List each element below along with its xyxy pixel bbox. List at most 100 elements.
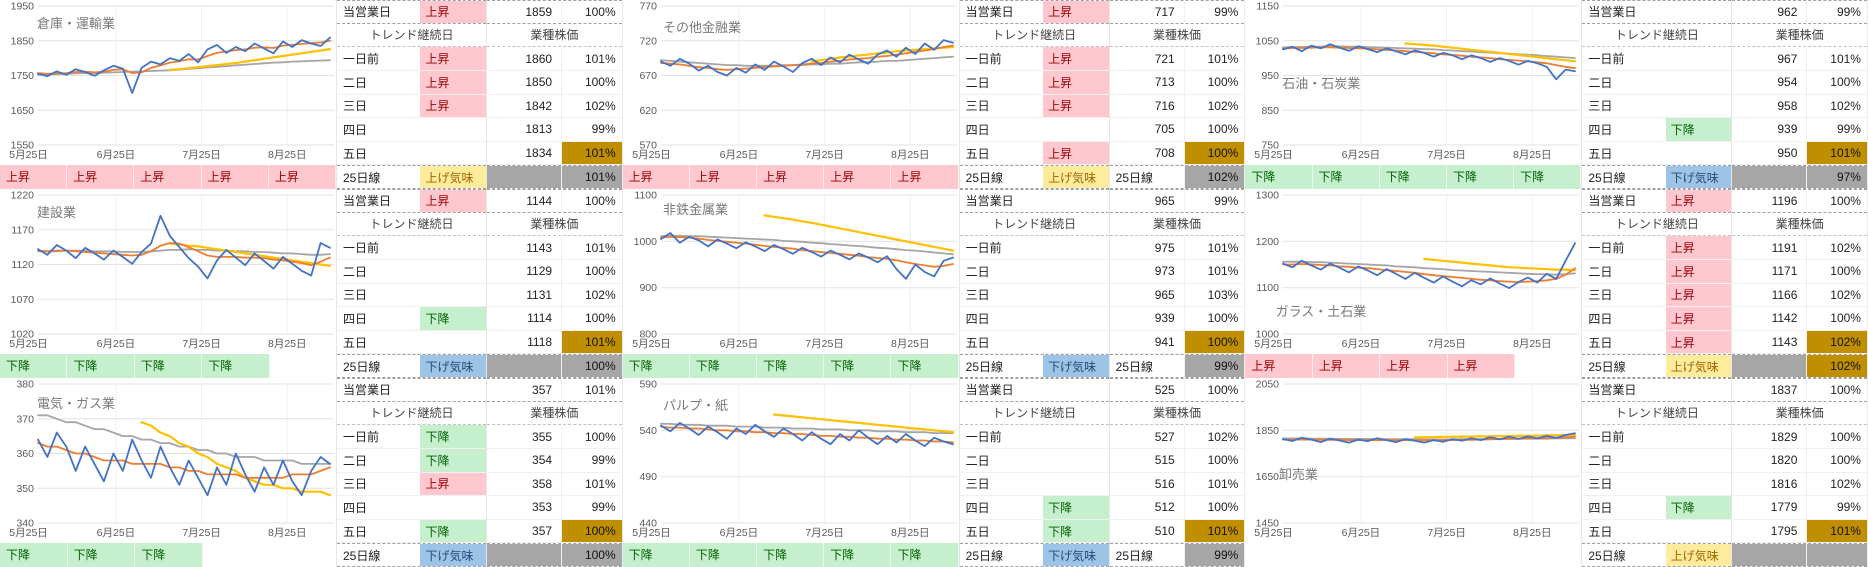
day-label[interactable]: 二日 <box>343 453 368 468</box>
price-cell[interactable]: 954 <box>1777 75 1798 90</box>
ratio-cell[interactable]: 102% <box>1183 94 1245 118</box>
day-label[interactable]: 一日前 <box>343 52 380 67</box>
ma25-price-left-cell[interactable]: 25日線 <box>1115 170 1154 185</box>
ratio-cell[interactable]: 100% <box>1183 70 1245 94</box>
trend-strip-cell[interactable] <box>1245 543 1312 567</box>
trend-strip-cell[interactable]: 上昇 <box>1312 354 1381 378</box>
day-label[interactable]: 一日前 <box>343 241 380 256</box>
day-label[interactable]: 五日 <box>343 524 368 539</box>
sector-price-header[interactable]: 業種株価 <box>487 24 622 48</box>
trend-strip-cell[interactable]: 下降 <box>67 354 135 378</box>
day-trend-cell[interactable] <box>1666 473 1732 496</box>
trend-strip-cell[interactable]: 上昇 <box>689 165 758 189</box>
day-label[interactable]: 五日 <box>343 146 368 161</box>
day-label[interactable]: 三日 <box>343 477 368 492</box>
sector-price-header[interactable]: 業種株価 <box>487 402 622 426</box>
trend-strip-cell[interactable]: 上昇 <box>891 165 959 189</box>
current-day-label[interactable]: 当営業日 <box>343 194 392 209</box>
trend-strip-cell[interactable] <box>1515 354 1581 378</box>
day-trend-cell[interactable] <box>1043 118 1109 141</box>
day-label[interactable]: 四日 <box>1588 122 1613 137</box>
price-cell[interactable]: 1143 <box>1771 335 1798 350</box>
trend-strip-cell[interactable]: 下降 <box>134 354 203 378</box>
ratio-cell[interactable]: 102% <box>1806 472 1867 496</box>
trend-strip-cell[interactable] <box>1313 543 1380 567</box>
price-cell[interactable]: 1143 <box>526 240 553 255</box>
sector-chart[interactable]: 590 540 490 440 5月25日 6月25日 7月25日 8月25日 パルプ・紙 <box>623 378 959 543</box>
trend-strip-cell[interactable] <box>269 543 336 567</box>
day-label[interactable]: 四日 <box>1588 500 1613 515</box>
day-trend-cell[interactable]: 下降 <box>1043 496 1109 519</box>
sector-price-header[interactable]: 業種株価 <box>1109 24 1245 48</box>
ratio-cell[interactable]: 100% <box>1806 70 1867 94</box>
trend-strip-cell[interactable]: 下降 <box>1514 165 1582 189</box>
ma25-label[interactable]: 25日線 <box>965 548 1004 563</box>
day-trend-cell[interactable]: 下降 <box>420 425 486 448</box>
day-trend-cell[interactable]: 上昇 <box>420 47 486 70</box>
current-day-trend-cell[interactable]: 上昇 <box>420 1 486 23</box>
trend-strip-cell[interactable]: 上昇 <box>67 165 135 189</box>
ratio-cell[interactable]: 100% <box>1806 307 1867 330</box>
ma25-label[interactable]: 25日線 <box>343 548 381 563</box>
ratio-cell[interactable]: 100% <box>1183 448 1245 472</box>
price-cell[interactable]: 1795 <box>1770 524 1798 539</box>
ratio-cell[interactable]: 99% <box>1806 118 1867 141</box>
current-price-cell[interactable]: 525 <box>1154 382 1175 397</box>
day-trend-cell[interactable]: 下降 <box>1665 118 1732 141</box>
trend-strip-cell[interactable]: 下降 <box>1379 165 1447 189</box>
day-label[interactable]: 二日 <box>343 75 368 90</box>
price-cell[interactable]: 950 <box>1777 146 1798 161</box>
ma25-ratio-cell[interactable]: 102% <box>1183 166 1245 188</box>
trend-strip-cell[interactable]: 下降 <box>757 354 825 378</box>
trend-strip-cell[interactable] <box>1447 543 1514 567</box>
ma25-trend-cell[interactable]: 上げ気味 <box>1665 355 1732 377</box>
trend-strip-cell[interactable]: 上昇 <box>201 165 269 189</box>
day-trend-cell[interactable]: 上昇 <box>1043 47 1109 70</box>
ma25-ratio-cell[interactable]: 97% <box>1806 166 1867 188</box>
day-trend-cell[interactable] <box>1043 236 1109 259</box>
current-price-cell[interactable]: 1837 <box>1770 382 1798 397</box>
ratio-cell[interactable]: 101% <box>1183 47 1245 70</box>
price-cell[interactable]: 1850 <box>525 75 553 90</box>
day-label[interactable]: 一日前 <box>965 241 1002 256</box>
sector-chart[interactable]: 380 370 360 350 340 5月25日 6月25日 7月25日 8月25日 電気・ガ… <box>0 378 336 543</box>
current-ratio-cell[interactable]: 101% <box>561 379 622 401</box>
ma25-label[interactable]: 25日線 <box>965 359 1004 374</box>
ma25-ratio-cell[interactable] <box>1806 544 1867 566</box>
ma25-label[interactable]: 25日線 <box>343 359 381 374</box>
current-ratio-cell[interactable]: 100% <box>561 190 622 212</box>
day-label[interactable]: 一日前 <box>1588 52 1625 67</box>
price-cell[interactable]: 1816 <box>1770 476 1798 491</box>
trend-continuation-header[interactable]: トレンド継続日 <box>959 213 1109 237</box>
price-cell[interactable]: 713 <box>1154 75 1175 90</box>
price-cell[interactable]: 965 <box>1154 287 1175 302</box>
day-trend-cell[interactable]: 上昇 <box>1665 236 1732 259</box>
sector-price-header[interactable]: 業種株価 <box>1732 402 1867 426</box>
price-cell[interactable]: 358 <box>532 476 553 491</box>
day-trend-cell[interactable] <box>420 496 486 519</box>
day-label[interactable]: 二日 <box>1588 453 1613 468</box>
day-label[interactable]: 一日前 <box>343 430 380 445</box>
trend-continuation-header[interactable]: トレンド継続日 <box>1582 24 1732 48</box>
price-cell[interactable]: 708 <box>1154 146 1175 161</box>
current-price-cell[interactable]: 962 <box>1777 4 1798 19</box>
sector-chart[interactable]: 770 720 670 620 570 5月25日 6月25日 7月25日 8月25日 その他金… <box>623 0 959 165</box>
trend-strip-cell[interactable] <box>270 354 336 378</box>
trend-strip-cell[interactable]: 上昇 <box>268 165 337 189</box>
trend-strip-cell[interactable]: 上昇 <box>1447 354 1515 378</box>
ratio-cell[interactable]: 101% <box>561 330 622 354</box>
ratio-cell[interactable]: 102% <box>1806 330 1867 354</box>
ma25-trend-cell[interactable]: 下げ気味 <box>420 355 486 377</box>
current-ratio-cell[interactable]: 100% <box>1806 190 1867 212</box>
day-trend-cell[interactable] <box>420 331 486 354</box>
ma25-price-left-cell[interactable] <box>1732 166 1807 188</box>
price-cell[interactable]: 510 <box>1154 524 1175 539</box>
price-cell[interactable]: 1829 <box>1770 429 1798 444</box>
sector-chart[interactable]: 1100 1000 900 800 5月25日 6月25日 7月25日 8月25日 非鉄金属業 <box>623 189 959 354</box>
trend-strip-cell[interactable]: 下降 <box>202 354 270 378</box>
ratio-cell[interactable]: 103% <box>1183 283 1245 307</box>
current-ratio-cell[interactable]: 99% <box>1183 1 1245 23</box>
current-price-cell[interactable]: 1144 <box>526 193 553 208</box>
ratio-cell[interactable]: 100% <box>561 70 622 94</box>
ma25-trend-cell[interactable]: 上げ気味 <box>1665 544 1732 566</box>
